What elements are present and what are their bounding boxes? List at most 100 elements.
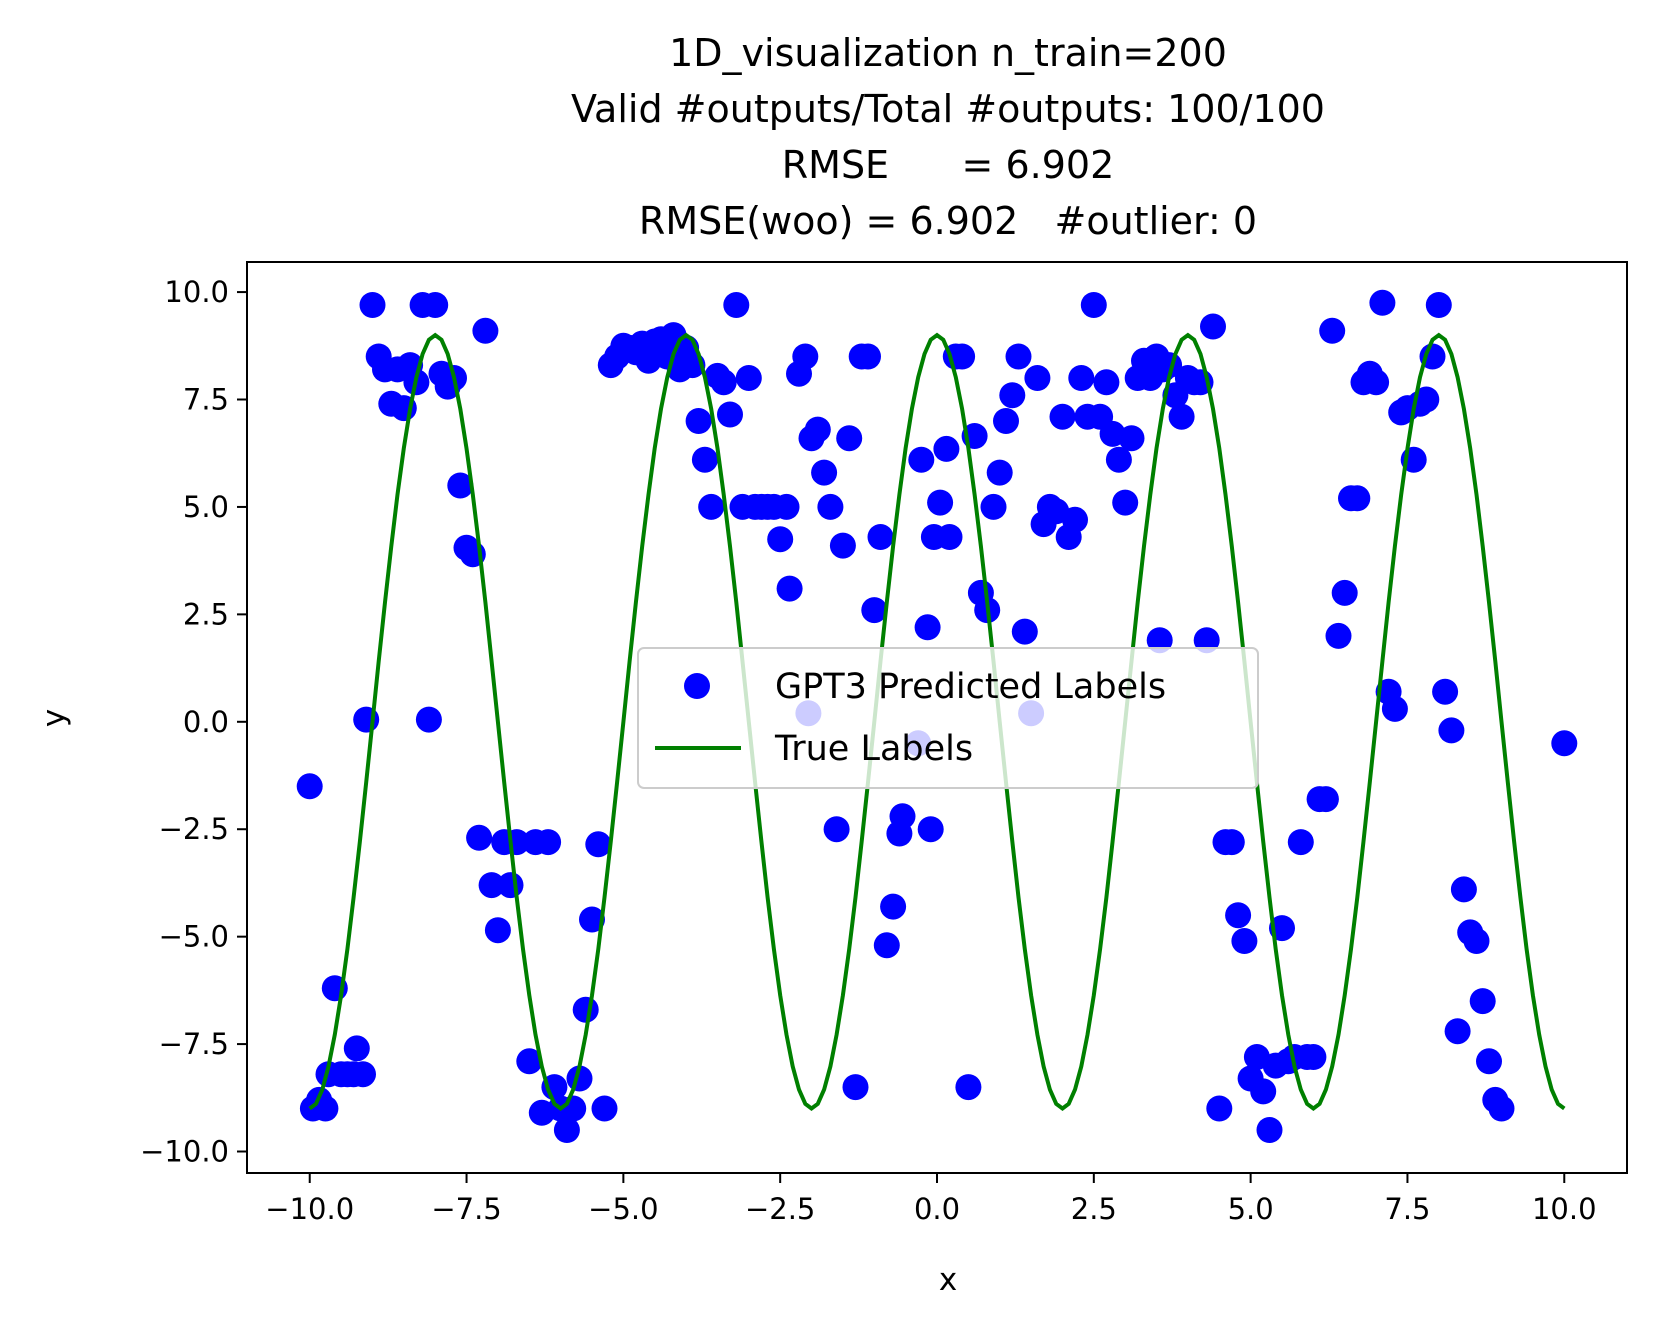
y-tick-label-4: 0.0 xyxy=(183,705,229,739)
predicted-point-125 xyxy=(1062,506,1088,533)
predicted-point-21 xyxy=(415,706,442,733)
predicted-point-31 xyxy=(478,872,505,899)
predicted-point-86 xyxy=(823,816,850,843)
predicted-point-12 xyxy=(359,292,386,318)
predicted-point-195 xyxy=(1551,730,1578,757)
legend-marker-predicted xyxy=(684,673,710,699)
x-tick-label-1: −7.5 xyxy=(431,1192,501,1226)
predicted-point-39 xyxy=(535,829,562,856)
predicted-point-175 xyxy=(1369,289,1396,316)
y-tick-label-5: −2.5 xyxy=(159,812,229,846)
y-tick-label-3: 2.5 xyxy=(183,597,229,631)
predicted-point-47 xyxy=(585,831,612,858)
predicted-point-133 xyxy=(1112,489,1139,516)
predicted-point-119 xyxy=(1024,365,1051,391)
predicted-point-95 xyxy=(880,893,907,920)
predicted-point-78 xyxy=(776,575,803,602)
predicted-point-134 xyxy=(1118,425,1145,452)
y-tick-label-2: 5.0 xyxy=(183,490,229,524)
predicted-point-149 xyxy=(1206,1095,1233,1122)
x-axis-label: x xyxy=(939,1262,957,1298)
predicted-point-107 xyxy=(949,343,976,370)
predicted-point-108 xyxy=(955,1074,982,1101)
y-axis: 10.0 7.5 5.0 2.5 0.0 −2.5 −5.0 −7.5 −10.0 xyxy=(140,275,247,1169)
predicted-point-97 xyxy=(889,803,916,830)
x-tick-label-8: 10.0 xyxy=(1532,1192,1597,1226)
predicted-point-26 xyxy=(447,472,474,499)
title-line-3: RMSE = 6.902 xyxy=(782,143,1115,187)
predicted-point-116 xyxy=(1005,343,1032,370)
predicted-point-139 xyxy=(1146,627,1173,654)
predicted-point-174 xyxy=(1363,369,1390,396)
legend-label-true: True Labels xyxy=(774,729,973,769)
predicted-point-32 xyxy=(484,917,511,944)
chart-title: 1D_visualization n_train=200 Valid #outp… xyxy=(571,31,1325,243)
predicted-point-103 xyxy=(927,489,954,516)
predicted-point-143 xyxy=(1168,403,1195,430)
predicted-point-92 xyxy=(861,597,888,624)
predicted-point-117 xyxy=(1011,618,1038,645)
predicted-point-168 xyxy=(1325,622,1352,649)
predicted-point-166 xyxy=(1312,786,1339,813)
predicted-point-194 xyxy=(1488,1095,1515,1122)
predicted-point-85 xyxy=(817,493,844,520)
predicted-point-105 xyxy=(936,524,963,550)
x-axis: −10.0 −7.5 −5.0 −2.5 0.0 2.5 5.0 7.5 10.0 xyxy=(265,1173,1597,1226)
predicted-point-126 xyxy=(1068,365,1095,391)
predicted-point-128 xyxy=(1080,292,1107,318)
y-tick-label-1: 7.5 xyxy=(183,383,229,417)
predicted-point-130 xyxy=(1093,369,1120,396)
predicted-point-48 xyxy=(591,1095,618,1122)
predicted-point-114 xyxy=(993,408,1019,434)
predicted-point-171 xyxy=(1344,485,1371,512)
predicted-point-151 xyxy=(1218,829,1245,856)
predicted-point-186 xyxy=(1438,717,1465,744)
predicted-point-63 xyxy=(685,408,712,434)
true-labels-line xyxy=(308,332,1566,1112)
predicted-point-100 xyxy=(914,614,941,641)
predicted-point-0 xyxy=(296,773,323,800)
predicted-point-169 xyxy=(1331,579,1358,606)
legend: GPT3 Predicted Labels True Labels xyxy=(637,647,1259,789)
predicted-point-187 xyxy=(1444,1018,1471,1045)
predicted-point-83 xyxy=(804,416,831,443)
predicted-point-9 xyxy=(343,1035,370,1062)
x-tick-label-5: 2.5 xyxy=(1071,1192,1117,1226)
predicted-point-77 xyxy=(773,493,800,520)
x-tick-label-6: 5.0 xyxy=(1228,1192,1274,1226)
predicted-point-164 xyxy=(1300,1044,1327,1070)
predicted-point-88 xyxy=(836,425,863,452)
predicted-point-115 xyxy=(999,382,1026,409)
predicted-point-69 xyxy=(723,292,750,318)
predicted-point-188 xyxy=(1450,876,1477,903)
predicted-point-192 xyxy=(1476,1048,1502,1075)
predicted-point-152 xyxy=(1225,902,1252,929)
predicted-point-91 xyxy=(855,343,881,370)
predicted-point-147 xyxy=(1193,627,1220,654)
x-tick-label-0: −10.0 xyxy=(265,1192,354,1226)
predicted-point-157 xyxy=(1256,1117,1283,1143)
x-tick-label-7: 7.5 xyxy=(1384,1192,1430,1226)
predicted-point-153 xyxy=(1231,928,1258,954)
predicted-point-46 xyxy=(579,906,605,933)
predicted-point-123 xyxy=(1049,403,1076,430)
predicted-point-167 xyxy=(1319,317,1346,344)
predicted-point-94 xyxy=(873,932,900,959)
y-tick-label-7: −7.5 xyxy=(159,1027,229,1061)
predicted-point-89 xyxy=(842,1074,869,1101)
predicted-point-87 xyxy=(829,532,856,559)
predicted-point-156 xyxy=(1250,1078,1277,1105)
y-tick-label-6: −5.0 xyxy=(159,920,229,954)
predicted-point-132 xyxy=(1105,446,1132,473)
predicted-point-80 xyxy=(792,343,819,370)
predicted-point-191 xyxy=(1469,988,1496,1015)
predicted-point-184 xyxy=(1425,292,1452,318)
predicted-point-162 xyxy=(1287,829,1314,856)
predicted-point-71 xyxy=(735,365,762,391)
predicted-point-101 xyxy=(917,816,944,843)
predicted-point-30 xyxy=(472,317,499,344)
predicted-point-190 xyxy=(1463,928,1490,954)
legend-box xyxy=(637,647,1259,789)
predicted-point-68 xyxy=(717,401,743,428)
